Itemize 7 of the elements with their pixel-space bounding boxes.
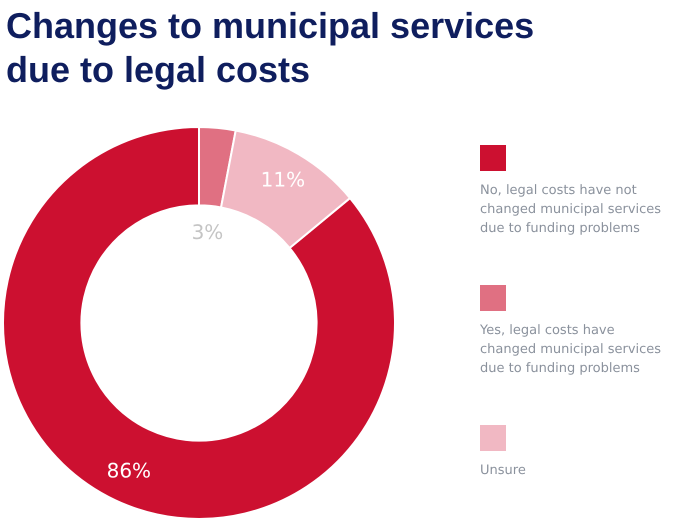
legend-label: No, legal costs have not changed municipal services due to funding problems xyxy=(480,182,662,238)
chart-title: Changes to municipal services due to legal costs xyxy=(6,4,536,92)
data-label: 3% xyxy=(192,220,224,244)
legend-label: Unsure xyxy=(480,462,527,480)
data-label: 86% xyxy=(106,458,152,482)
legend-label: Yes, legal costs have changed municipal services due to funding problems xyxy=(480,322,662,378)
data-label: 11% xyxy=(260,167,306,192)
